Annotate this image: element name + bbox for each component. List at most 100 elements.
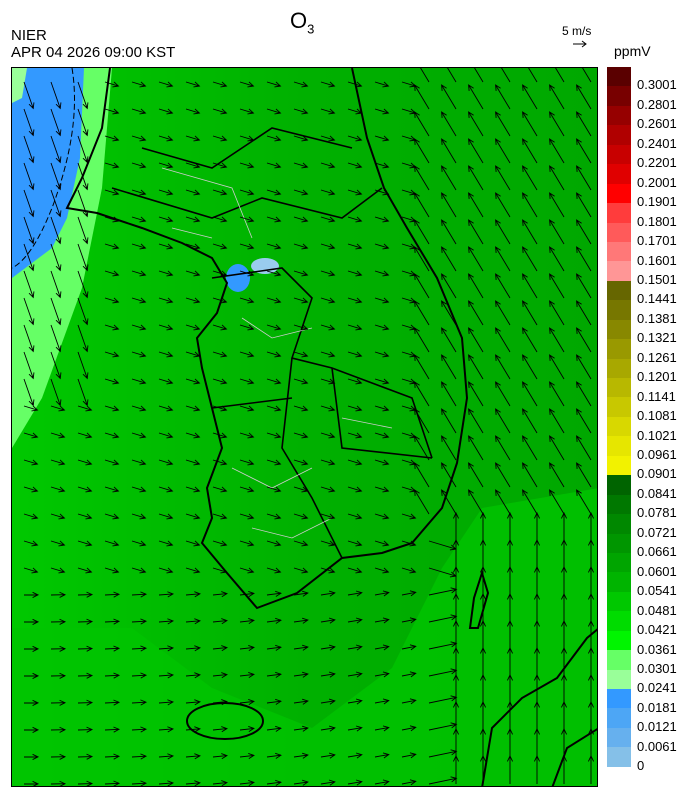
wind-arrow-icon [50,81,62,110]
wind-arrow-icon [522,138,538,164]
wind-arrow-icon [320,378,336,385]
wind-arrow-icon [479,754,487,784]
wind-arrow-icon [131,486,147,493]
wind-arrow-icon [266,540,282,547]
colorbar-tick-label: 0.0901 [637,466,677,482]
wind-arrow-icon [374,617,390,624]
wind-arrow-icon [239,405,255,412]
wind-arrow-icon [104,753,121,760]
wind-arrow-icon [522,246,538,272]
wind-arrow-icon [293,243,309,250]
wind-arrow-icon [522,408,538,434]
wind-arrow-icon [23,459,39,466]
wind-arrow-icon [104,324,120,331]
wind-arrow-icon [374,243,390,250]
wind-arrow-icon [374,297,390,304]
wind-arrow-icon [158,432,174,439]
wind-arrow-icon [506,754,514,784]
wind-arrow-icon [50,459,66,466]
wind-arrow-icon [560,754,568,784]
wind-arrow-icon [77,591,94,598]
wind-arrow-icon [479,619,487,649]
wind-arrow-icon [479,592,487,622]
wind-arrow-icon [131,324,147,331]
colorbar-segment [607,358,631,378]
wind-arrow-icon [495,165,511,191]
wind-arrow-icon [185,108,201,115]
wind-arrow-icon [185,591,201,598]
wind-arrow-icon [266,378,282,385]
wind-arrow-icon [239,591,255,597]
title-subscript: 3 [307,21,315,37]
wind-arrow-icon [347,405,363,412]
colorbar-tick-label: 0.2401 [637,135,677,151]
wind-arrow-icon [104,672,121,679]
wind-arrow-icon [50,618,67,625]
wind-arrow-icon [441,219,457,245]
wind-arrow-icon [185,726,201,733]
wind-arrow-icon [522,435,538,461]
wind-arrow-icon [266,617,282,624]
map-title: O3 [290,8,314,36]
wind-arrow-icon [23,378,35,407]
wind-arrow-icon [347,243,363,250]
wind-arrow-icon [401,671,417,678]
wind-arrow-icon [212,726,228,733]
wind-arrow-icon [533,619,541,649]
wind-arrow-icon [320,486,336,493]
wind-arrow-icon [185,297,201,304]
wind-arrow-icon [239,378,255,385]
wind-arrow-icon [266,590,282,597]
wind-arrow-icon [77,486,93,493]
wind-arrow-icon [587,538,595,568]
wind-arrow-icon [104,108,120,115]
wind-arrow-icon [158,753,174,760]
wind-arrow-icon [239,672,255,678]
wind-arrow-icon [495,435,511,461]
wind-arrow-icon [549,354,565,380]
wind-arrow-icon [23,432,39,439]
wind-arrow-icon [320,216,336,223]
wind-arrow-icon [212,405,228,412]
wind-arrow-icon [266,243,282,250]
wind-arrow-icon [374,108,390,115]
wind-arrow-icon [320,297,336,304]
wind-arrow-icon [293,297,309,304]
wind-arrow-icon [23,81,35,110]
wind-arrow-icon [495,138,511,164]
wind-arrow-icon [104,405,120,412]
wind-arrow-icon [549,192,565,218]
colorbar-segment [607,552,631,573]
colorbar-segment [607,183,631,204]
wind-arrow-icon [347,81,363,88]
wind-arrow-icon [77,270,89,299]
wind-arrow-icon [77,216,89,245]
wind-arrow-icon [212,459,228,466]
wind-arrow-icon [347,324,363,331]
colorbar-segment [607,591,631,612]
wind-arrow-icon [320,779,336,786]
wind-arrow-icon [131,726,148,733]
wind-arrow-icon [576,300,592,326]
wind-arrow-icon [441,435,457,461]
wind-arrow-icon [495,354,511,380]
wind-arrow-icon [533,727,541,757]
wind-arrow-icon [506,646,514,676]
wind-arrow-icon [320,617,336,624]
wind-arrow-icon [185,135,201,142]
wind-arrow-icon [560,619,568,649]
wind-arrow-icon [212,243,228,250]
wind-arrow-icon [468,354,484,380]
wind-arrow-icon [549,408,565,434]
wind-arrow-icon [347,351,363,358]
wind-arrow-icon [401,567,417,574]
wind-arrow-icon [104,486,120,493]
wind-arrow-icon [320,644,336,651]
wind-arrow-icon [501,68,511,83]
wind-arrow-icon [576,84,592,110]
wind-arrow-icon [50,486,66,493]
low-concentration-region [12,68,84,278]
colorbar-segment [607,280,631,301]
wind-arrow-icon [185,513,201,520]
wind-arrow-icon [212,108,228,115]
